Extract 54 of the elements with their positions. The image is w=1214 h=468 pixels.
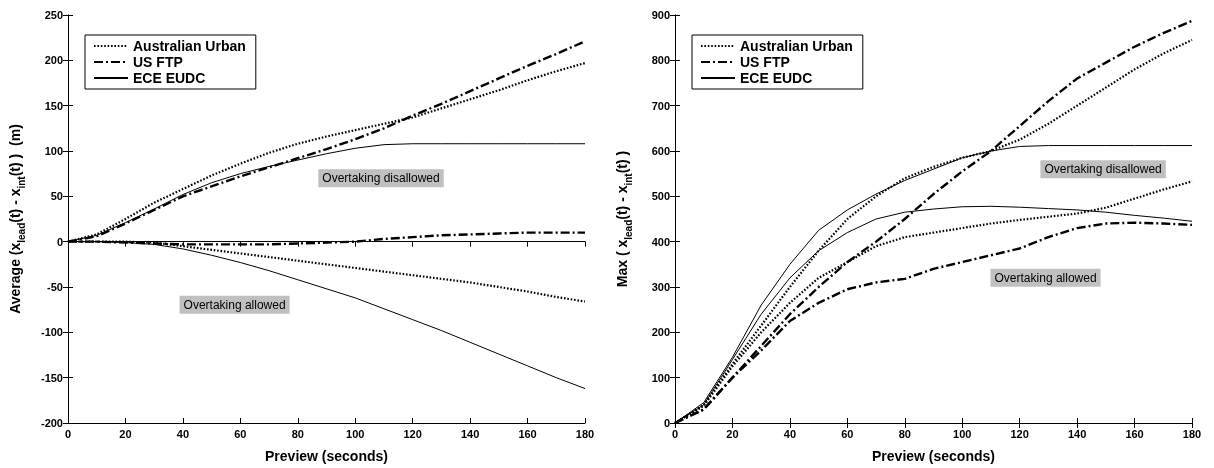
x-axis-title: Preview (seconds) xyxy=(872,448,995,464)
annotation: Overtaking disallowed xyxy=(322,171,440,186)
y-tick-label: 600 xyxy=(651,145,670,157)
legend-label: Australian Urban xyxy=(740,38,853,54)
x-tick-label: 60 xyxy=(841,427,854,440)
y-tick-label: -150 xyxy=(40,371,63,384)
legend-label: ECE EUDC xyxy=(133,70,206,86)
x-tick-label: 60 xyxy=(234,427,247,440)
x-tick-label: 100 xyxy=(346,427,365,440)
y-tick-label: 200 xyxy=(44,54,63,67)
y-tick-label: -50 xyxy=(47,281,63,293)
annotation: Overtaking disallowed xyxy=(1044,162,1162,177)
x-tick-label: 120 xyxy=(403,427,422,440)
y-tick-label: 500 xyxy=(651,190,670,203)
x-tick-label: 80 xyxy=(898,427,911,440)
x-tick-label: 180 xyxy=(1182,427,1202,440)
y-tick-label: 800 xyxy=(651,54,670,67)
y-tick-label: 100 xyxy=(44,145,63,157)
x-tick-label: 140 xyxy=(1067,427,1087,440)
x-tick-label: 40 xyxy=(176,427,190,440)
x-tick-label: 20 xyxy=(726,427,739,440)
legend-label: US FTP xyxy=(740,54,790,70)
y-tick-label: 300 xyxy=(651,281,670,293)
y-axis-title: Max ( xlead(t) - xint(t) ) xyxy=(614,150,634,288)
legend-label: Australian Urban xyxy=(133,38,246,54)
legend-label: ECE EUDC xyxy=(740,70,813,86)
x-tick-label: 160 xyxy=(1125,427,1144,440)
y-tick-label: -100 xyxy=(40,326,63,339)
x-axis-title: Preview (seconds) xyxy=(265,448,388,464)
y-tick-label: 100 xyxy=(651,371,670,384)
y-tick-label: 50 xyxy=(50,190,63,203)
y-tick-label: 900 xyxy=(651,9,670,21)
y-axis-title: Average (xlead(t) - xint(t) ) (m) xyxy=(7,124,27,314)
x-tick-label: 40 xyxy=(783,427,797,440)
y-tick-label: 0 xyxy=(663,417,670,429)
x-tick-label: 80 xyxy=(291,427,304,440)
y-tick-label: 0 xyxy=(56,235,63,248)
x-tick-label: 160 xyxy=(518,427,537,440)
y-tick-label: 150 xyxy=(44,99,63,112)
annotation: Overtaking allowed xyxy=(183,297,286,312)
y-tick-label: 400 xyxy=(651,235,670,248)
x-tick-label: 120 xyxy=(1010,427,1029,440)
y-tick-label: -200 xyxy=(40,417,63,429)
annotation: Overtaking allowed xyxy=(994,270,1097,285)
y-tick-label: 250 xyxy=(44,9,63,21)
y-tick-label: 200 xyxy=(651,326,670,339)
x-tick-label: 100 xyxy=(953,427,972,440)
x-tick-label: 0 xyxy=(64,427,72,440)
x-tick-label: 20 xyxy=(119,427,132,440)
y-tick-label: 700 xyxy=(651,99,670,112)
x-tick-label: 140 xyxy=(460,427,480,440)
legend-label: US FTP xyxy=(133,54,183,70)
x-tick-label: 180 xyxy=(575,427,595,440)
x-tick-label: 0 xyxy=(671,427,679,440)
